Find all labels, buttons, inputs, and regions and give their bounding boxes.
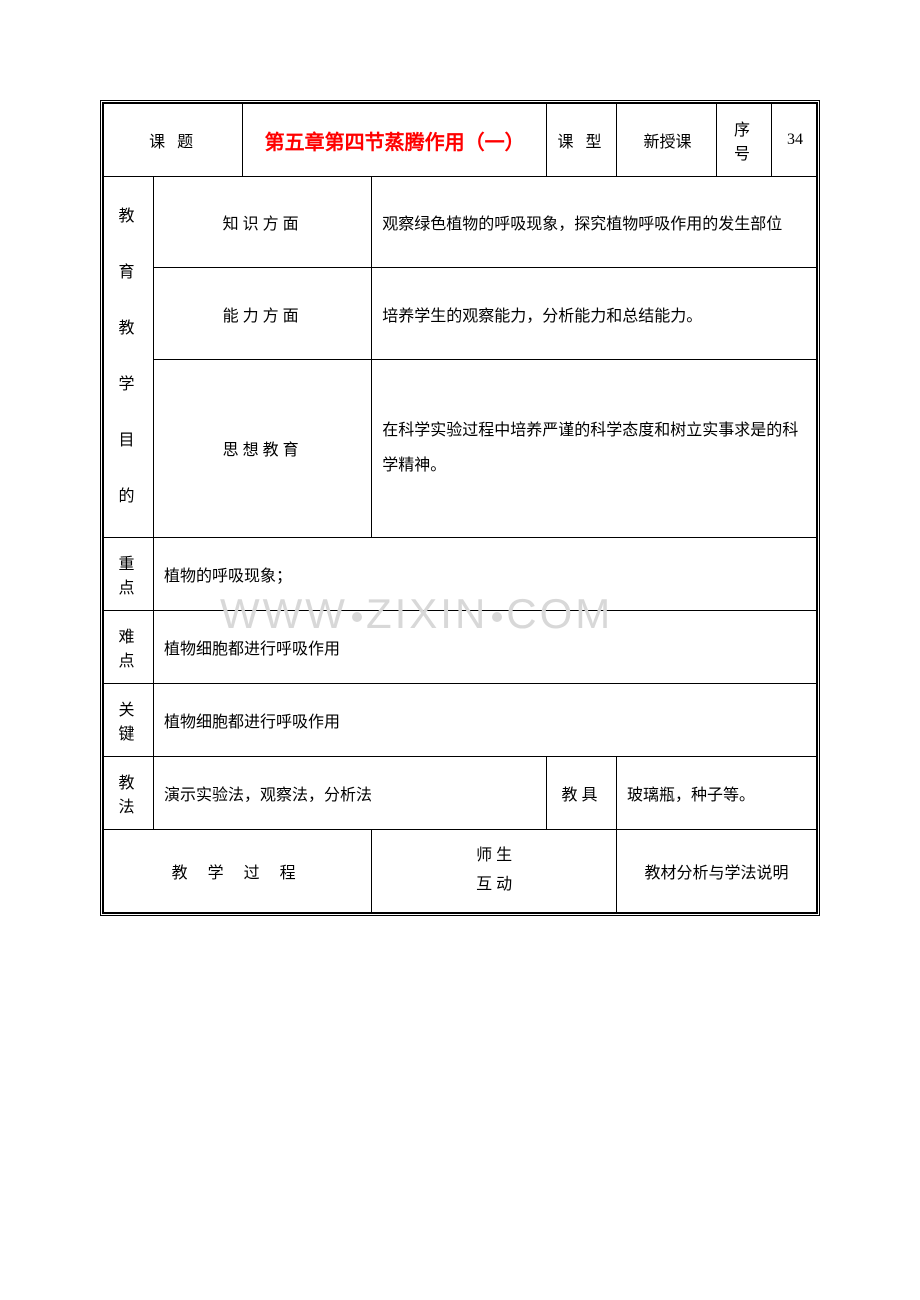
process-text: 教 学 过 程 [172, 865, 304, 882]
knowledge-row: 教育 教学 目的 知识方面 观察绿色植物的呼吸现象，探究植物呼吸作用的发生部位 [104, 177, 817, 268]
interaction-label: 师 生 互 动 [372, 830, 617, 913]
seq-value: 34 [772, 104, 817, 177]
difficult-row: 难点 植物细胞都进行呼吸作用 [104, 611, 817, 684]
type-label: 课 型 [547, 104, 617, 177]
edu-label-1: 教育 [118, 208, 138, 281]
knowledge-label: 知识方面 [154, 177, 372, 268]
interaction-line1: 师 生 [476, 847, 512, 864]
difficult-value: 植物细胞都进行呼吸作用 [154, 611, 817, 684]
topic-label: 课 题 [104, 104, 243, 177]
difficult-label: 难点 [104, 611, 154, 684]
analysis-label: 教材分析与学法说明 [617, 830, 817, 913]
ability-label: 能力方面 [154, 268, 372, 359]
key-row: 关键 植物细胞都进行呼吸作用 [104, 684, 817, 757]
type-value: 新授课 [617, 104, 717, 177]
thought-label: 思想教育 [154, 359, 372, 537]
method-row: 教法 演示实验法，观察法，分析法 教具 玻璃瓶，种子等。 [104, 757, 817, 830]
education-main-label: 教育 教学 目的 [104, 177, 154, 538]
ability-value: 培养学生的观察能力，分析能力和总结能力。 [372, 268, 817, 359]
method-value: 演示实验法，观察法，分析法 [154, 757, 547, 830]
method-label: 教法 [104, 757, 154, 830]
topic-value: 第五章第四节蒸腾作用（一） [243, 104, 547, 177]
important-label: 重点 [104, 538, 154, 611]
seq-label: 序号 [717, 104, 772, 177]
edu-label-2: 教学 [118, 320, 138, 393]
process-label: 教 学 过 程 [104, 830, 372, 913]
main-table: 课 题 第五章第四节蒸腾作用（一） 课 型 新授课 序号 34 教育 教学 目的… [103, 103, 817, 913]
tool-value: 玻璃瓶，种子等。 [617, 757, 817, 830]
important-row: 重点 植物的呼吸现象； [104, 538, 817, 611]
ability-row: 能力方面 培养学生的观察能力，分析能力和总结能力。 [104, 268, 817, 359]
thought-value: 在科学实验过程中培养严谨的科学态度和树立实事求是的科学精神。 [372, 359, 817, 537]
thought-row: 思想教育 在科学实验过程中培养严谨的科学态度和树立实事求是的科学精神。 [104, 359, 817, 537]
interaction-line2: 互 动 [476, 876, 512, 893]
lesson-plan-table: 课 题 第五章第四节蒸腾作用（一） 课 型 新授课 序号 34 教育 教学 目的… [100, 100, 820, 916]
key-value: 植物细胞都进行呼吸作用 [154, 684, 817, 757]
key-label: 关键 [104, 684, 154, 757]
knowledge-value: 观察绿色植物的呼吸现象，探究植物呼吸作用的发生部位 [372, 177, 817, 268]
edu-label-3: 目的 [118, 432, 138, 505]
important-value: 植物的呼吸现象； [154, 538, 817, 611]
tool-label: 教具 [547, 757, 617, 830]
header-row: 课 题 第五章第四节蒸腾作用（一） 课 型 新授课 序号 34 [104, 104, 817, 177]
bottom-row: 教 学 过 程 师 生 互 动 教材分析与学法说明 [104, 830, 817, 913]
